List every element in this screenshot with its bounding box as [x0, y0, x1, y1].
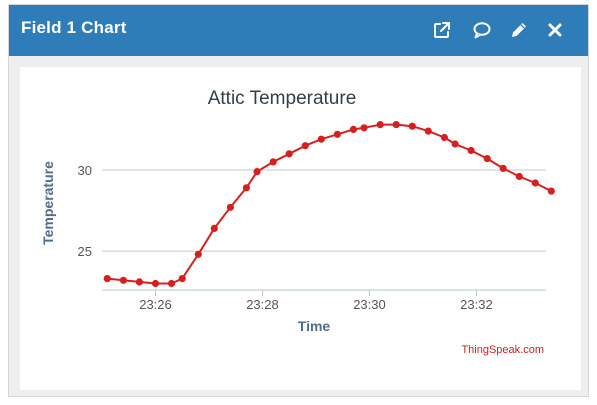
y-axis-label: Temperature [40, 161, 56, 245]
data-point[interactable] [167, 279, 176, 288]
x-tick-label: 23:28 [246, 297, 279, 312]
data-point[interactable] [135, 278, 143, 286]
data-point[interactable] [440, 133, 448, 142]
data-point[interactable] [210, 224, 218, 232]
panel-header: Field 1 Chart [9, 5, 588, 56]
data-point[interactable] [467, 146, 475, 155]
x-tick-label: 23:26 [139, 297, 172, 312]
series-line [107, 123, 552, 285]
x-tick-label: 23:32 [460, 297, 493, 312]
line-chart: Attic Temperature Temperature Time Thing… [40, 88, 555, 356]
external-link-icon[interactable] [431, 19, 453, 41]
data-point[interactable] [317, 135, 325, 143]
data-point[interactable] [285, 150, 293, 158]
data-point[interactable] [349, 125, 357, 133]
chart-panel: Field 1 Chart Attic Temperature Temperat… [8, 4, 589, 397]
data-point[interactable] [451, 140, 459, 148]
data-point[interactable] [531, 179, 539, 187]
data-point[interactable] [269, 158, 277, 166]
data-point[interactable] [103, 275, 111, 283]
data-point[interactable] [151, 279, 160, 288]
data-point[interactable] [119, 276, 127, 284]
data-point[interactable] [408, 122, 416, 130]
data-point[interactable] [178, 275, 186, 283]
x-tick-label: 23:30 [353, 297, 386, 312]
data-point[interactable] [483, 155, 491, 163]
chart-title: Attic Temperature [208, 88, 357, 109]
data-point[interactable] [301, 142, 309, 150]
data-point[interactable] [515, 172, 523, 181]
comment-icon[interactable] [471, 19, 493, 41]
data-point[interactable] [499, 164, 507, 172]
credit-link[interactable]: ThingSpeak.com [461, 344, 544, 356]
x-axis-label: Time [298, 318, 331, 334]
data-point[interactable] [194, 250, 202, 258]
chart-card: Attic Temperature Temperature Time Thing… [20, 67, 581, 390]
y-tick-label: 25 [78, 244, 92, 259]
close-icon[interactable] [544, 19, 566, 41]
data-point[interactable] [547, 187, 555, 195]
data-point[interactable] [333, 130, 341, 138]
pencil-icon[interactable] [508, 19, 530, 41]
data-point[interactable] [253, 168, 261, 176]
y-tick-label: 30 [78, 163, 92, 178]
data-point[interactable] [360, 124, 368, 132]
data-point[interactable] [376, 121, 384, 129]
data-point[interactable] [424, 127, 432, 135]
data-point[interactable] [392, 121, 400, 129]
data-point[interactable] [226, 203, 234, 211]
panel-title: Field 1 Chart [21, 18, 127, 37]
data-point[interactable] [242, 184, 250, 192]
